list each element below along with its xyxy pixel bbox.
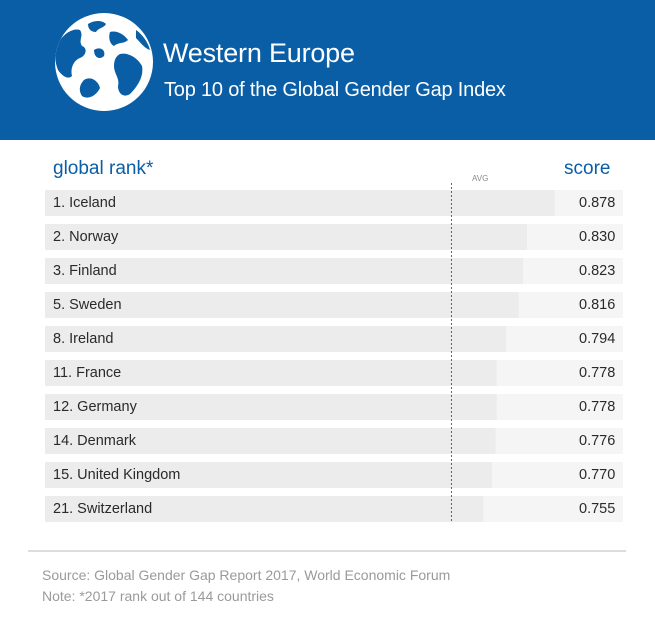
category-label: 14. Denmark xyxy=(53,433,137,449)
category-label: 2. Norway xyxy=(53,229,119,245)
bar-chart xyxy=(45,183,555,522)
score-label: 0.755 xyxy=(579,501,616,517)
score-label: 0.778 xyxy=(579,365,616,381)
category-label: 8. Ireland xyxy=(53,331,114,347)
axis-label-score: score xyxy=(564,158,611,179)
bar xyxy=(45,326,507,352)
category-label: 12. Germany xyxy=(53,399,137,415)
score-label: 0.776 xyxy=(579,433,616,449)
score-label: 0.794 xyxy=(579,331,616,347)
category-label: 15. United Kingdom xyxy=(53,467,181,483)
bar xyxy=(45,292,519,318)
bar xyxy=(45,258,523,284)
footnote: Note: *2017 rank out of 144 countries xyxy=(42,588,274,604)
score-label: 0.770 xyxy=(579,467,616,483)
category-label: 11. France xyxy=(53,365,122,381)
bar xyxy=(45,360,497,386)
source-note: Source: Global Gender Gap Report 2017, W… xyxy=(42,567,451,583)
header-banner: Western Europe Top 10 of the Global Gend… xyxy=(0,0,655,140)
category-label: 21. Switzerland xyxy=(53,501,153,517)
bar xyxy=(45,428,496,454)
category-label: 3. Finland xyxy=(53,263,117,279)
bar xyxy=(45,496,484,522)
score-label: 0.778 xyxy=(579,399,616,415)
score-label: 0.878 xyxy=(579,195,616,211)
bar xyxy=(45,394,497,420)
bar xyxy=(45,462,493,488)
bar xyxy=(45,190,555,216)
avg-label: AVG xyxy=(472,174,489,183)
axis-label-rank: global rank* xyxy=(53,158,154,179)
category-label: 1. Iceland xyxy=(53,195,116,211)
score-label: 0.816 xyxy=(579,297,616,313)
page-title: Western Europe xyxy=(163,38,355,68)
category-label: 5. Sweden xyxy=(53,297,122,313)
score-label: 0.823 xyxy=(579,263,616,279)
globe-icon xyxy=(55,13,153,111)
bar xyxy=(45,224,527,250)
footer-divider xyxy=(28,550,626,552)
score-label: 0.830 xyxy=(579,229,616,245)
page-subtitle: Top 10 of the Global Gender Gap Index xyxy=(164,79,506,101)
